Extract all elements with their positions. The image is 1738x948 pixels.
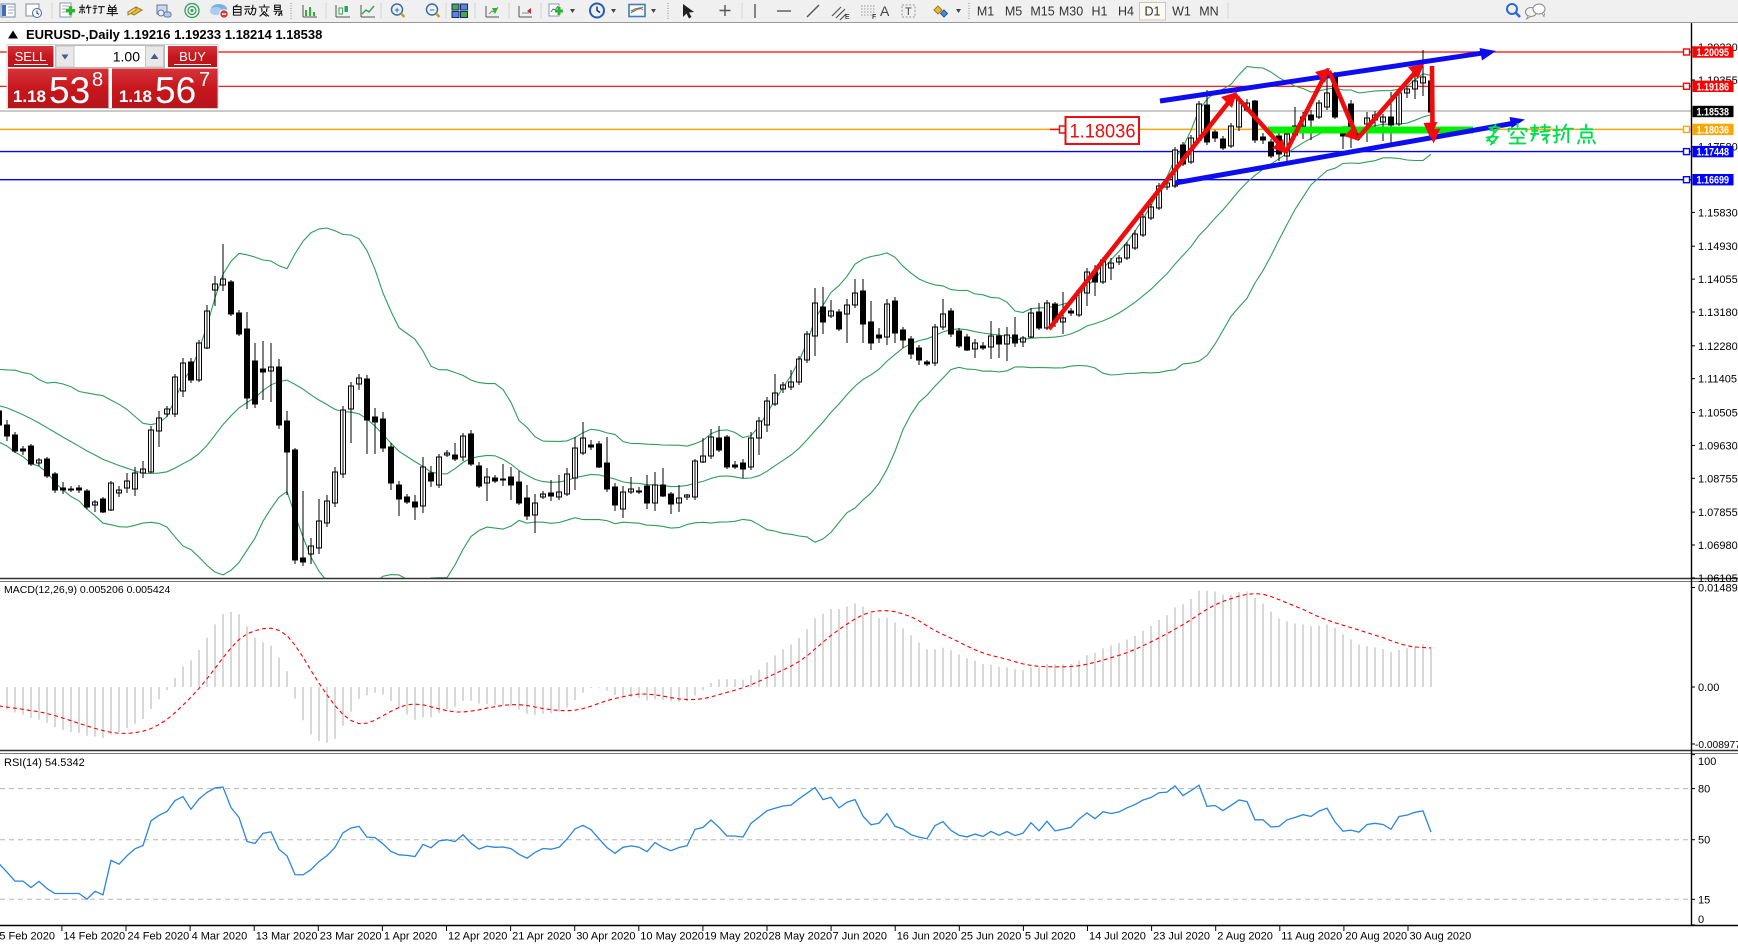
svg-text:8: 8	[92, 69, 103, 91]
svg-text:80: 80	[1698, 784, 1710, 796]
svg-text:30 Aug 2020: 30 Aug 2020	[1410, 931, 1472, 943]
svg-text:53: 53	[49, 70, 90, 111]
svg-text:M5: M5	[1005, 5, 1022, 19]
svg-text:7 Jun 2020: 7 Jun 2020	[833, 931, 887, 943]
svg-text:BUY: BUY	[179, 49, 206, 64]
svg-text:M15: M15	[1030, 5, 1054, 19]
svg-text:MN: MN	[1199, 5, 1218, 19]
svg-text:W1: W1	[1172, 5, 1191, 19]
svg-text:1.07855: 1.07855	[1698, 507, 1738, 519]
svg-text:13 Mar 2020: 13 Mar 2020	[256, 931, 318, 943]
svg-text:25 Jun 2020: 25 Jun 2020	[961, 931, 1022, 943]
svg-text:7: 7	[199, 69, 210, 91]
svg-text:1.18: 1.18	[13, 87, 46, 106]
svg-text:1.12280: 1.12280	[1698, 341, 1738, 353]
svg-text:1.00: 1.00	[113, 49, 140, 65]
svg-text:1.14930: 1.14930	[1698, 241, 1738, 253]
svg-text:D1: D1	[1145, 5, 1161, 19]
svg-text:T: T	[905, 6, 912, 18]
svg-text:1.17448: 1.17448	[1697, 147, 1730, 159]
svg-text:M30: M30	[1059, 5, 1083, 19]
svg-text:+: +	[394, 5, 399, 15]
svg-text:1.09630: 1.09630	[1698, 440, 1738, 452]
svg-text:H1: H1	[1092, 5, 1108, 19]
svg-text:19 May 2020: 19 May 2020	[704, 931, 768, 943]
svg-text:10 May 2020: 10 May 2020	[640, 931, 704, 943]
svg-text:1.06980: 1.06980	[1698, 540, 1738, 552]
svg-text:F: F	[872, 14, 876, 21]
svg-text:1.13180: 1.13180	[1698, 307, 1738, 319]
svg-text:E: E	[845, 14, 850, 21]
svg-text:RSI(14) 54.5342: RSI(14) 54.5342	[4, 757, 85, 769]
svg-text:12 Apr 2020: 12 Apr 2020	[448, 931, 507, 943]
svg-text:1.16699: 1.16699	[1697, 175, 1730, 187]
svg-text:30 Apr 2020: 30 Apr 2020	[576, 931, 635, 943]
svg-text:1.20095: 1.20095	[1697, 47, 1730, 59]
svg-text:1.06105: 1.06105	[1698, 573, 1738, 585]
svg-text:1.19186: 1.19186	[1697, 81, 1730, 93]
svg-text:4 Mar 2020: 4 Mar 2020	[192, 931, 248, 943]
svg-text:2 Aug 2020: 2 Aug 2020	[1217, 931, 1273, 943]
svg-text:50: 50	[1698, 835, 1710, 847]
svg-text:H4: H4	[1118, 5, 1134, 19]
svg-text:MACD(12,26,9) 0.005206 0.00542: MACD(12,26,9) 0.005206 0.005424	[4, 584, 171, 596]
svg-text:SELL: SELL	[15, 49, 47, 64]
svg-text:23 Mar 2020: 23 Mar 2020	[320, 931, 382, 943]
svg-text:1.14055: 1.14055	[1698, 274, 1738, 286]
svg-text:1.18: 1.18	[119, 87, 152, 106]
svg-text:0: 0	[1698, 914, 1704, 926]
svg-text:1.18036: 1.18036	[1697, 124, 1730, 136]
svg-text:A: A	[880, 3, 890, 19]
svg-text:1.18036: 1.18036	[1070, 121, 1136, 143]
svg-text:21 Apr 2020: 21 Apr 2020	[512, 931, 571, 943]
svg-text:−: −	[429, 5, 434, 15]
svg-text:1.11405: 1.11405	[1698, 374, 1737, 386]
svg-text:-0.008977: -0.008977	[1695, 740, 1738, 751]
svg-text:14 Feb 2020: 14 Feb 2020	[63, 931, 125, 943]
svg-text:20 Aug 2020: 20 Aug 2020	[1345, 931, 1407, 943]
svg-text:1.08755: 1.08755	[1698, 473, 1738, 485]
svg-text:0.00: 0.00	[1698, 682, 1719, 694]
svg-text:EURUSD-,Daily 1.19216 1.19233: EURUSD-,Daily 1.19216 1.19233 1.18214 1.…	[26, 27, 322, 42]
svg-text:23 Jul 2020: 23 Jul 2020	[1153, 931, 1210, 943]
svg-text:56: 56	[155, 70, 196, 111]
svg-text:0.01489: 0.01489	[1698, 583, 1738, 595]
svg-text:M1: M1	[977, 5, 994, 19]
svg-text:5 Feb 2020: 5 Feb 2020	[0, 931, 55, 943]
svg-text:11 Aug 2020: 11 Aug 2020	[1281, 931, 1342, 943]
svg-text:28 May 2020: 28 May 2020	[769, 931, 833, 943]
svg-text:1.10505: 1.10505	[1698, 408, 1738, 420]
svg-text:1 Apr 2020: 1 Apr 2020	[384, 931, 437, 943]
svg-text:100: 100	[1698, 756, 1716, 768]
svg-text:14 Jul 2020: 14 Jul 2020	[1089, 931, 1146, 943]
svg-text:5 Jul 2020: 5 Jul 2020	[1025, 931, 1076, 943]
svg-text:24 Feb 2020: 24 Feb 2020	[128, 931, 190, 943]
svg-text:1.15830: 1.15830	[1698, 207, 1738, 219]
svg-text:1.18538: 1.18538	[1697, 107, 1730, 119]
svg-text:15: 15	[1698, 894, 1710, 906]
svg-text:16 Jun 2020: 16 Jun 2020	[897, 931, 958, 943]
